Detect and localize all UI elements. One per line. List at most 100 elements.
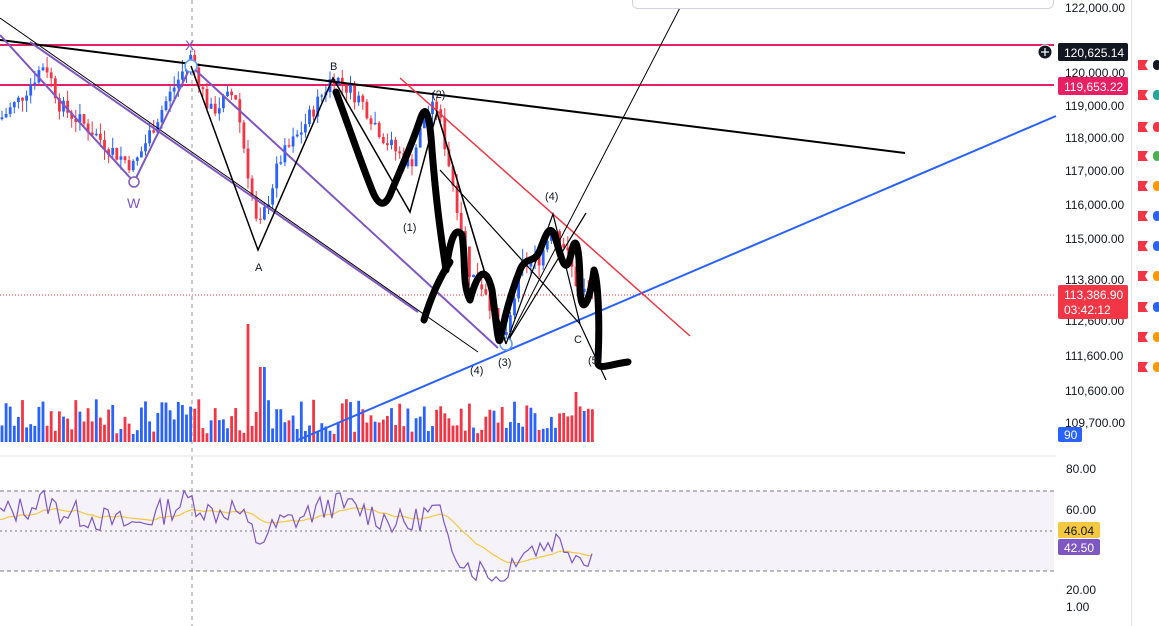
volume-bar [144, 401, 147, 442]
candle-body [304, 124, 307, 133]
symbol-dot-icon [1153, 181, 1159, 191]
last-price-tag: 113,386.90 03:42:12 [1058, 285, 1128, 319]
volume-bar [418, 416, 422, 442]
candle-body [295, 134, 299, 137]
candle-body [287, 145, 291, 147]
candle-body [8, 107, 12, 114]
price-chart[interactable]: X W A B (1) (2) (3) (4) (4) C (5) 122,00… [0, 0, 1131, 626]
freehand-brush-stroke[interactable] [332, 88, 632, 370]
volume-bar [217, 420, 221, 442]
trendline-blue[interactable] [297, 115, 1057, 441]
flag-icon[interactable] [1138, 241, 1148, 251]
volume-bar [373, 421, 377, 442]
volume-bar [566, 416, 570, 442]
volume-bar [86, 408, 90, 442]
volume-bar [586, 408, 590, 442]
volume-bar [193, 408, 197, 442]
abc-zigzag-2[interactable] [505, 211, 607, 381]
flag-icon[interactable] [1138, 181, 1148, 191]
volume-bar [480, 429, 484, 442]
volume-value: 90 [1064, 428, 1078, 442]
volume-bar [263, 367, 266, 442]
trendline-thin-up[interactable] [505, 0, 685, 345]
volume-bar [488, 409, 492, 442]
flag-icon[interactable] [1138, 302, 1148, 312]
candle-body [394, 139, 397, 152]
flag-icon[interactable] [1138, 60, 1148, 70]
candle-body [459, 212, 463, 232]
purple-wave-path[interactable] [0, 34, 499, 349]
trendline-thin-3[interactable] [505, 212, 587, 345]
price-tick: 122,000.00 [1065, 1, 1125, 15]
volume-bar [197, 399, 201, 442]
candle-body [99, 133, 102, 140]
wave-label-5: (5) [588, 355, 601, 367]
price-axis[interactable]: 122,000.00 120,000.00 119,000.00 118,000… [1037, 1, 1128, 442]
abc-zigzag[interactable] [190, 65, 507, 345]
symbol-dot-icon [1153, 60, 1159, 70]
rsi-current-value: 42.50 [1064, 541, 1094, 555]
candle-body [254, 196, 258, 219]
volume-bar [201, 428, 205, 442]
volume-bar [377, 422, 381, 442]
volume-bar [21, 400, 24, 442]
candle-body [279, 162, 283, 164]
candle-body [0, 117, 4, 120]
top-info-panel[interactable] [632, 0, 1054, 9]
rsi-axis[interactable]: 80.00 60.00 20.00 1.00 46.04 42.50 [0, 455, 1100, 614]
candle-body [422, 119, 426, 129]
flag-icon[interactable] [1138, 211, 1148, 221]
volume-bar [287, 420, 291, 442]
volume-bar [90, 421, 94, 442]
volume-bar [17, 416, 20, 442]
flag-icon[interactable] [1138, 332, 1148, 342]
volume-bars [0, 324, 594, 442]
trendline-black-top[interactable] [0, 39, 906, 154]
flag-icon[interactable] [1138, 122, 1148, 132]
volume-bar [37, 406, 41, 442]
w-point-marker[interactable] [128, 176, 140, 188]
trendline-thin-1[interactable] [0, 17, 479, 353]
crosshair-price-tag: 120,625.14 [1037, 43, 1128, 61]
volume-bar [476, 433, 479, 442]
volume-bar [222, 419, 225, 442]
trendline-red[interactable] [399, 77, 691, 337]
symbol-dot-icon [1153, 332, 1159, 342]
flag-icon[interactable] [1138, 362, 1148, 372]
flag-icon[interactable] [1138, 271, 1148, 281]
candle-body [386, 143, 389, 146]
volume-bar [390, 408, 393, 442]
flag-icon[interactable] [1138, 90, 1148, 100]
volume-bar [582, 410, 586, 442]
volume-bar [74, 400, 78, 442]
volume-bar [513, 401, 516, 442]
volume-bar [33, 425, 37, 442]
volume-bar [431, 425, 434, 442]
volume-bar [119, 428, 123, 442]
trendline-thin-4[interactable] [439, 169, 581, 325]
symbol-dot-icon [1153, 241, 1159, 251]
volume-bar [254, 412, 258, 442]
volume-bar [455, 425, 459, 442]
volume-bar [99, 417, 102, 442]
volume-bar [189, 406, 192, 442]
volume-bar [238, 430, 242, 442]
candle-body [164, 101, 168, 111]
candle-body [115, 147, 119, 160]
flag-icon[interactable] [1138, 151, 1148, 161]
freehand-brush-stroke-2[interactable] [420, 258, 454, 324]
volume-bar [267, 400, 270, 442]
volume-bar [12, 425, 16, 442]
wave-label-4-upper: (4) [545, 191, 558, 203]
candle-body [62, 100, 65, 112]
candle-body [230, 91, 233, 96]
volume-bar [242, 432, 246, 442]
purple-channel[interactable] [29, 41, 419, 313]
volume-bar [250, 425, 254, 442]
volume-bar [275, 409, 279, 442]
volume-bar [439, 406, 443, 442]
volume-bar [62, 416, 65, 442]
candle-body [94, 133, 98, 136]
candle-body [447, 149, 451, 167]
volume-bar [160, 402, 164, 442]
